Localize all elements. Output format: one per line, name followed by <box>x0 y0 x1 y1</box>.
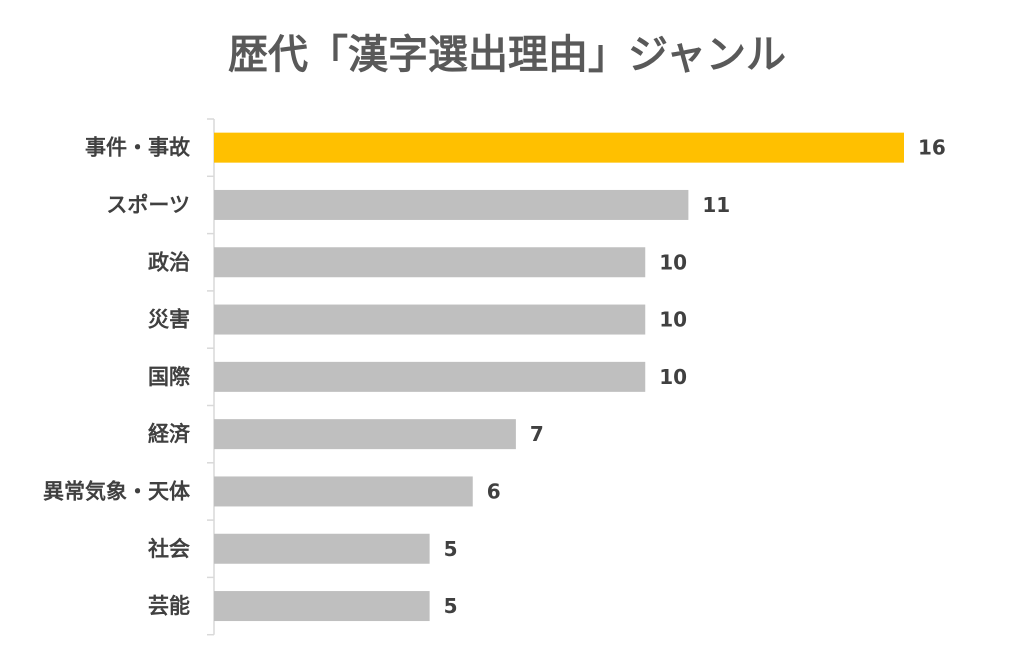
bar-8 <box>214 533 430 564</box>
category-label: 国際 <box>148 365 191 389</box>
value-label: 5 <box>444 594 458 618</box>
value-label: 10 <box>659 250 687 274</box>
category-label: スポーツ <box>106 193 190 217</box>
category-label: 事件・事故 <box>85 136 191 160</box>
bars <box>214 132 904 622</box>
chart-title: 歴代「漢字選出理由」ジャンル <box>228 32 786 78</box>
value-label: 10 <box>659 308 687 332</box>
bar-3 <box>214 247 646 278</box>
category-label: 政治 <box>148 250 190 274</box>
bar-9 <box>214 591 430 622</box>
category-axis <box>207 118 215 636</box>
bar-6 <box>214 419 516 450</box>
category-label: 災害 <box>148 308 190 332</box>
category-label: 芸能 <box>148 594 190 618</box>
value-label: 7 <box>530 422 544 446</box>
bar-5 <box>214 361 646 392</box>
value-label: 10 <box>659 365 687 389</box>
value-label: 11 <box>702 193 730 217</box>
value-label: 6 <box>487 479 501 503</box>
bar-7 <box>214 476 473 507</box>
category-label: 異常気象・天体 <box>43 479 191 503</box>
category-label: 経済 <box>148 422 191 446</box>
bar-4 <box>214 304 646 335</box>
value-labels: 16 11 10 10 10 7 6 5 5 <box>444 136 946 618</box>
bar-2 <box>214 189 689 220</box>
category-label: 社会 <box>147 537 190 561</box>
bar-1 <box>214 132 904 163</box>
value-label: 5 <box>444 537 458 561</box>
value-label: 16 <box>918 136 946 160</box>
